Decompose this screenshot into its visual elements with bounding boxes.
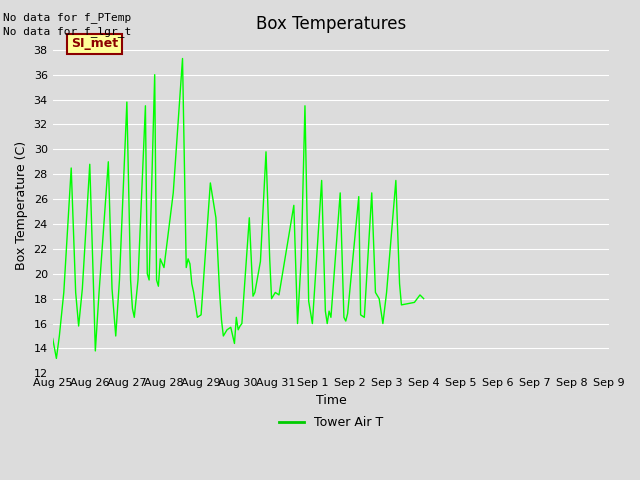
Title: Box Temperatures: Box Temperatures [256, 15, 406, 33]
Text: No data for f_PTemp: No data for f_PTemp [3, 12, 131, 23]
X-axis label: Time: Time [316, 394, 346, 407]
Y-axis label: Box Temperature (C): Box Temperature (C) [15, 141, 28, 270]
Legend: Tower Air T: Tower Air T [274, 411, 388, 434]
Text: No data for f_lgr_t: No data for f_lgr_t [3, 26, 131, 37]
Text: SI_met: SI_met [71, 37, 118, 50]
